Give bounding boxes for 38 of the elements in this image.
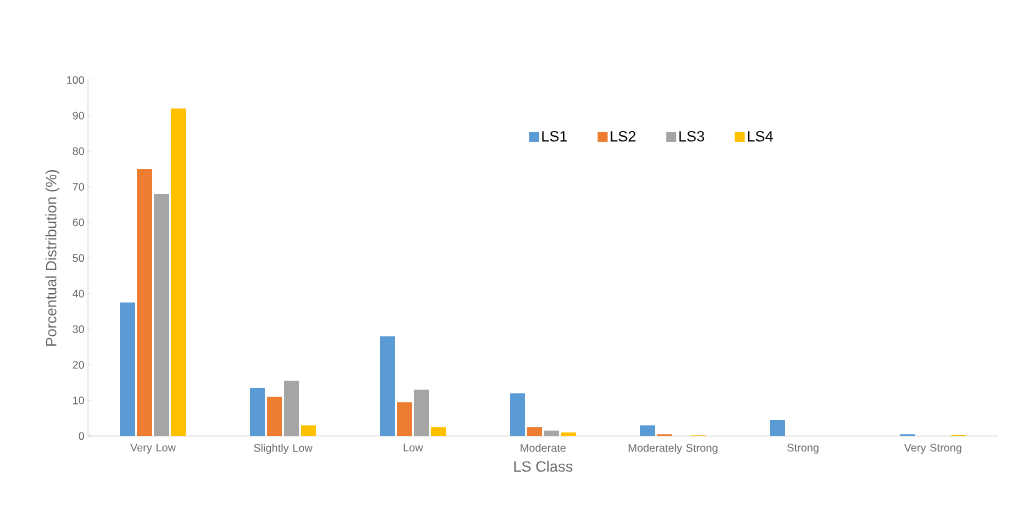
y-tick-label: 90 — [72, 111, 85, 120]
bar — [250, 387, 266, 436]
bar — [560, 432, 576, 436]
y-tick-label: 40 — [72, 289, 85, 298]
x-tick-label: Very Strong — [904, 443, 962, 454]
bar — [380, 336, 396, 436]
x-tick-label: Moderately Strong — [628, 443, 718, 454]
bar — [430, 427, 446, 436]
y-tick-label: 60 — [72, 218, 85, 227]
y-tick-label: 70 — [72, 182, 85, 191]
legend-label: LS3 — [679, 130, 705, 142]
x-tick-label: Low — [403, 443, 424, 452]
bar — [300, 425, 316, 436]
x-tick-label: Slightly Low — [253, 443, 313, 454]
y-tick-label: 50 — [72, 254, 85, 262]
x-axis-title: LS Class — [514, 460, 573, 472]
y-tick-label: 20 — [72, 360, 85, 369]
y-tick-label: 0 — [78, 432, 85, 440]
bar — [120, 302, 136, 436]
bar — [137, 169, 152, 436]
bar — [170, 108, 186, 436]
bar — [527, 427, 543, 436]
bar — [770, 419, 786, 436]
legend-label: LS4 — [747, 130, 773, 142]
y-tick-label: 10 — [73, 396, 85, 405]
y-tick-label: 100 — [67, 76, 85, 84]
legend-label: LS1 — [542, 130, 567, 142]
bar — [397, 402, 413, 436]
x-tick-label: Strong — [787, 443, 819, 454]
bar — [267, 396, 282, 436]
y-axis-title: Porcentual Distribution (%) — [45, 170, 60, 346]
legend-label: LS2 — [610, 130, 636, 142]
x-tick-label: Moderate — [520, 443, 566, 452]
y-tick-label: 30 — [72, 325, 85, 334]
x-tick-label: Very Low — [130, 443, 176, 454]
y-tick-label: 80 — [72, 147, 85, 156]
bar — [640, 425, 656, 436]
bar — [510, 393, 526, 436]
